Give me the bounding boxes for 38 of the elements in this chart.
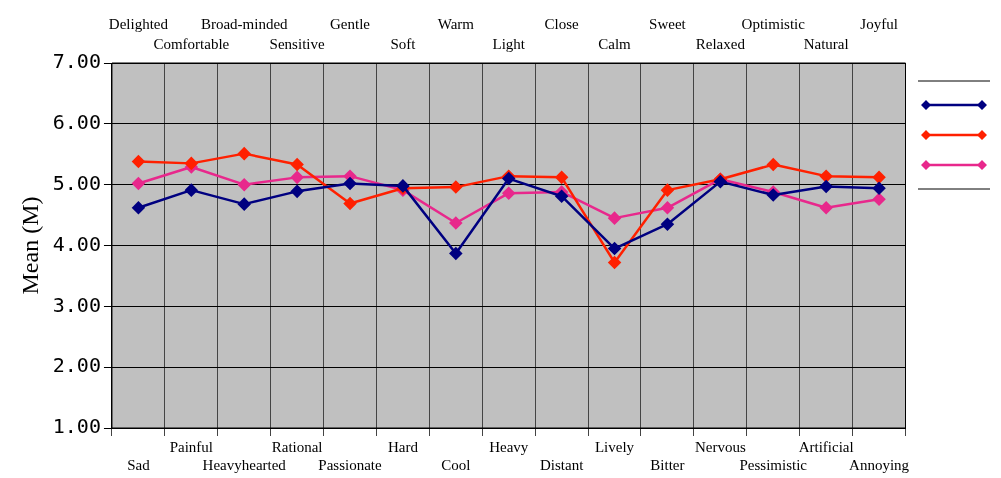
y-tick-label: 4.00 [52, 231, 101, 256]
x-tick-label: Sad [127, 456, 151, 473]
x-tick-label: Nervous [694, 438, 746, 455]
x-tick-label: Bitter [650, 456, 685, 473]
y-tick-label: 6.00 [52, 110, 101, 135]
y-tick-label: 5.00 [52, 170, 101, 195]
x-tick-label: Heavy [489, 438, 529, 455]
y-tick-label: 3.00 [52, 292, 101, 317]
x-tick-label: Annoying [849, 456, 910, 473]
text: Joyful [860, 16, 898, 33]
x-tick-label: Rational [271, 438, 323, 455]
x-tick-label: Lively [594, 438, 635, 455]
y-tick-label: 1.00 [52, 414, 101, 439]
x-tick-label: Painful [169, 438, 213, 455]
text: Close [544, 16, 580, 33]
text: Calm [598, 36, 632, 53]
y-tick-label: 7.00 [52, 49, 101, 74]
text: Natural [803, 36, 849, 53]
text: Optimistic [741, 16, 806, 33]
x-tick-label: Pessimistic [739, 456, 808, 473]
x-tick-label: Distant [539, 456, 585, 473]
x-tick-label: Hard [387, 438, 419, 455]
text: Soft [390, 36, 417, 53]
text: Warm [437, 16, 475, 33]
y-axis-title: Mean (M) [16, 196, 43, 295]
x-tick-label: Passionate [318, 456, 383, 473]
text: Gentle [330, 16, 371, 33]
text: Light [492, 36, 526, 53]
x-tick-label: Cool [441, 456, 471, 473]
text: Comfortable [153, 36, 230, 53]
text: Delighted [108, 16, 169, 33]
y-tick-label: 2.00 [52, 353, 101, 378]
text: Broad-minded [200, 16, 289, 33]
text: Relaxed [695, 36, 746, 53]
x-tick-label: Heavyhearted [202, 456, 287, 473]
text: Sweet [649, 16, 687, 33]
x-tick-label: Artificial [798, 438, 854, 455]
text: Sensitive [269, 36, 325, 53]
